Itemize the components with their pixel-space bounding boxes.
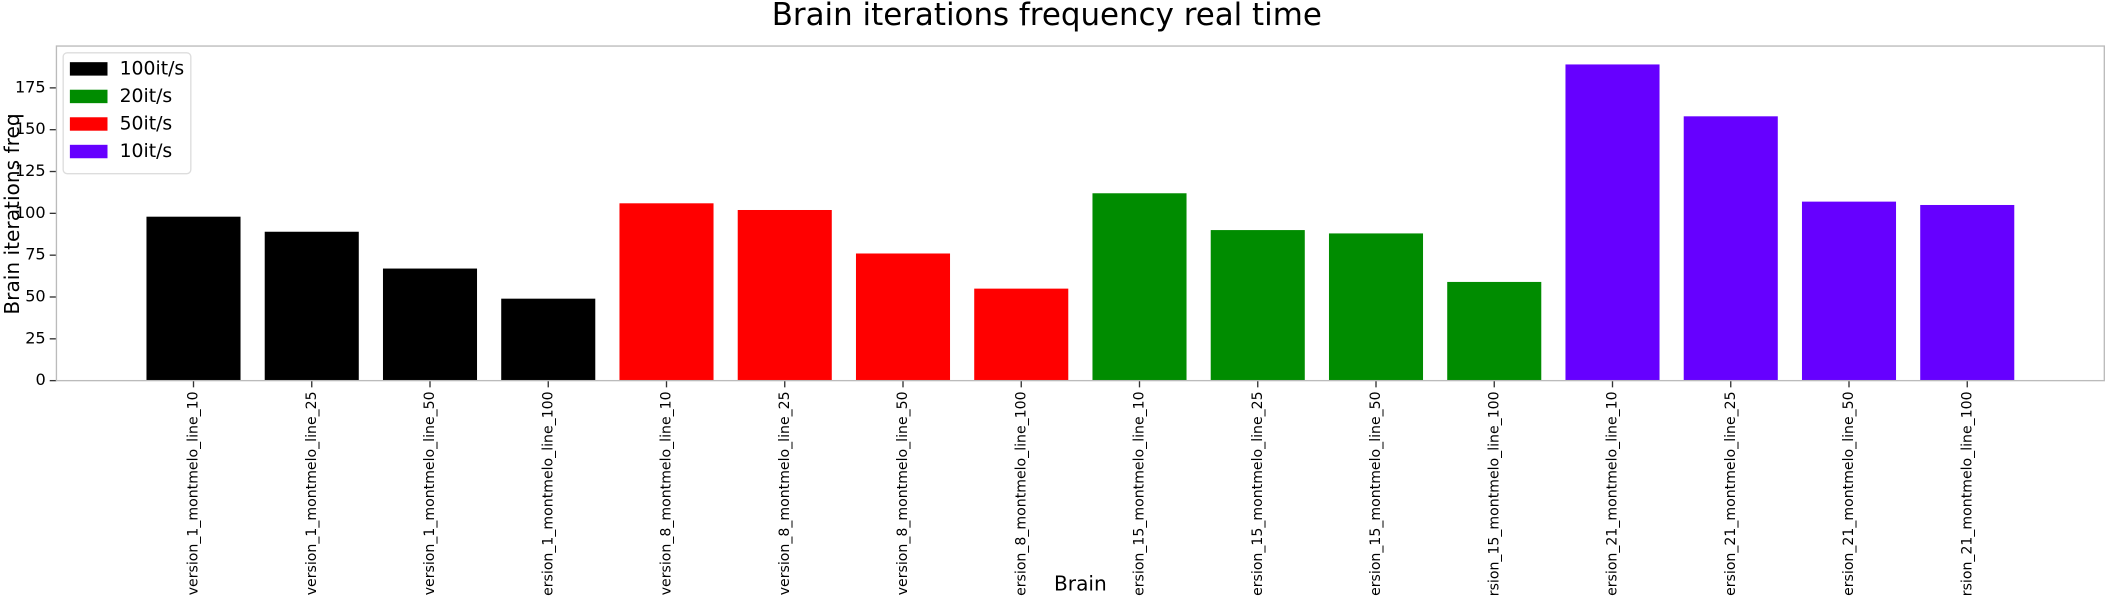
x-tick-label: version_15_montmelo_line_100 xyxy=(1486,391,1502,596)
legend-label: 10it/s xyxy=(120,141,173,162)
bar xyxy=(146,216,241,381)
plot-frame xyxy=(55,45,2105,382)
bar xyxy=(737,209,832,381)
legend-swatch xyxy=(69,144,108,159)
x-axis-label: Brain xyxy=(1054,571,1107,595)
y-tick-label: 25 xyxy=(25,328,46,347)
y-tick-label: 75 xyxy=(25,245,46,264)
bar xyxy=(382,268,478,381)
bar xyxy=(1801,201,1897,381)
y-tick-label: 100 xyxy=(15,203,46,222)
bar xyxy=(1092,193,1187,381)
x-tick-label: version_15_montmelo_line_10 xyxy=(1132,391,1148,596)
x-tick-label: version_21_montmelo_line_100 xyxy=(1959,391,1975,596)
legend-swatch xyxy=(69,117,108,131)
x-tick-label: version_1_montmelo_line_100 xyxy=(540,391,556,596)
chart-title: Brain iterations frequency real time xyxy=(772,0,1322,33)
bar xyxy=(1210,230,1305,381)
legend-swatch xyxy=(69,62,108,76)
legend-label: 100it/s xyxy=(120,58,185,79)
y-tick-label: 125 xyxy=(15,161,46,180)
x-tick-label: version_1_montmelo_line_50 xyxy=(422,391,438,595)
x-tick-label: version_1_montmelo_line_25 xyxy=(304,391,320,595)
bar xyxy=(974,288,1069,381)
bar xyxy=(619,203,714,381)
bar xyxy=(1565,64,1660,381)
legend-label: 20it/s xyxy=(120,86,173,107)
x-tick-label: version_1_montmelo_line_10 xyxy=(186,391,202,595)
x-tick-label: version_15_montmelo_line_50 xyxy=(1368,391,1384,596)
y-tick-label: 50 xyxy=(25,286,46,305)
x-tick-label: version_8_montmelo_line_100 xyxy=(1013,391,1029,596)
y-axis-label: Brain iterations freq xyxy=(0,113,24,314)
x-tick-label: version_21_montmelo_line_25 xyxy=(1723,391,1739,596)
x-tick-label: version_8_montmelo_line_25 xyxy=(777,391,793,595)
x-tick-label: version_15_montmelo_line_25 xyxy=(1250,391,1266,596)
bar xyxy=(501,298,596,381)
x-tick-label: version_8_montmelo_line_50 xyxy=(895,391,911,595)
legend-swatch xyxy=(69,89,108,104)
bar xyxy=(855,253,951,381)
y-tick-label: 0 xyxy=(35,370,45,389)
legend-box xyxy=(62,52,192,175)
bar xyxy=(1920,204,2015,381)
legend-label: 50it/s xyxy=(120,113,173,134)
x-tick-label: version_21_montmelo_line_50 xyxy=(1841,391,1857,596)
bar xyxy=(264,231,359,381)
x-tick-label: version_21_montmelo_line_10 xyxy=(1605,391,1621,596)
x-tick-label: version_8_montmelo_line_10 xyxy=(659,391,675,595)
y-tick-label: 150 xyxy=(15,119,46,138)
bar xyxy=(1328,233,1424,381)
y-tick-label: 175 xyxy=(15,77,46,96)
bar xyxy=(1683,116,1778,381)
bar xyxy=(1447,281,1542,381)
